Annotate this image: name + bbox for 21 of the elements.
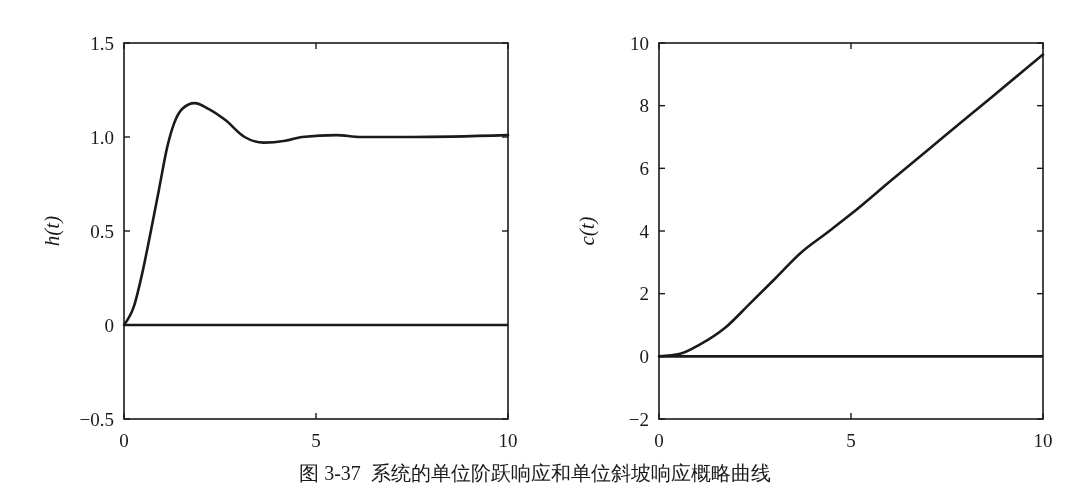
y-tick-label: 0 [104, 314, 114, 336]
x-tick-label: 0 [119, 430, 129, 451]
y-tick-label: 8 [639, 95, 649, 117]
y-tick-label: 10 [630, 32, 649, 54]
y-tick-label: 6 [639, 157, 649, 179]
y-tick-label: 0 [639, 345, 649, 367]
y-tick-label: 1.0 [90, 126, 114, 148]
x-tick-label: 5 [846, 430, 856, 451]
y-tick-label: 1.5 [90, 32, 114, 54]
y-axis-title: c(t) [575, 216, 600, 246]
x-tick-label: 5 [311, 430, 321, 451]
x-tick-label: 10 [498, 430, 518, 451]
y-tick-label: −2 [628, 408, 649, 430]
y-axis-title: h(t) [40, 215, 65, 247]
y-tick-label: 0.5 [90, 220, 114, 242]
y-tick-label: 4 [639, 220, 650, 242]
y-tick-label: −0.5 [79, 408, 114, 430]
y-tick-label: 2 [639, 283, 649, 305]
x-tick-label: 10 [1033, 430, 1053, 451]
x-tick-label: 0 [654, 430, 664, 451]
caption: 图 3-37 系统的单位阶跃响应和单位斜坡响应概略曲线 [299, 462, 771, 484]
